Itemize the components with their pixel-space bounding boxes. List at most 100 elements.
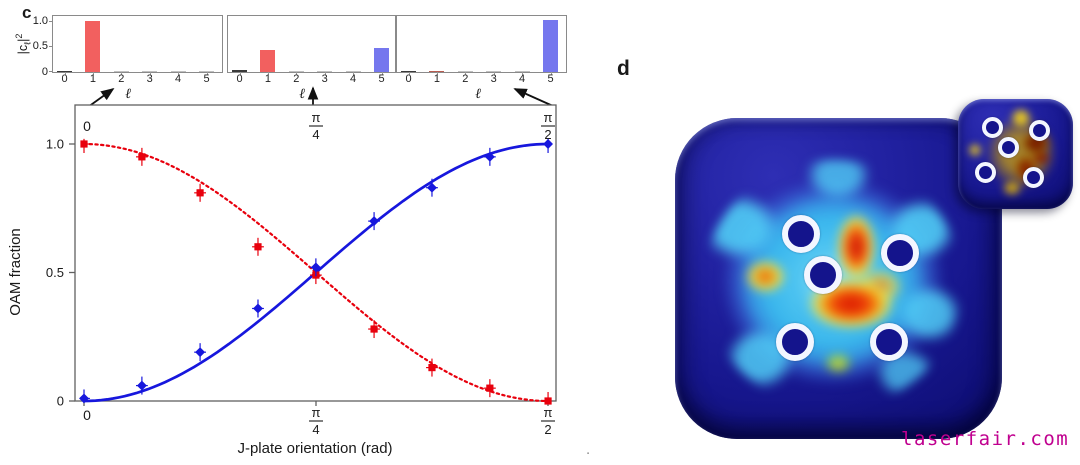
bar-l3 [486, 71, 502, 72]
oam-fraction-chart: 0 0.5 1.0 0 0 π 4 π 4 π 2 π 2 J-plate orientation (ra… [7, 104, 557, 457]
x-tick-label: 4 [175, 73, 182, 85]
bar-l0 [232, 70, 247, 72]
data-point-diamond [543, 139, 554, 149]
x-tick-label: 5 [378, 73, 385, 85]
x-tick-label: 2 [293, 73, 300, 85]
spectra-ytick-mark [49, 46, 53, 47]
x-tick-mark [353, 72, 355, 75]
top-axis-label-numerator: π [544, 110, 553, 125]
beam-intensity-image [675, 118, 1002, 439]
bar-l5 [374, 48, 389, 72]
x-tick-label: 0 [405, 73, 412, 85]
oam-spectrum-chart-0: 0 1 2 3 4 5 [52, 15, 223, 85]
x-tick-label: 3 [321, 73, 328, 85]
x-tick-mark [296, 72, 298, 75]
bar-l4 [170, 71, 186, 72]
ring-marker [1022, 166, 1044, 188]
x-tick-label: 2 [118, 73, 125, 85]
stray-dot: . [586, 441, 591, 458]
ring-marker [881, 234, 919, 272]
bar-l1 [260, 50, 276, 72]
ring-marker [1028, 119, 1050, 141]
x-tick-label-numerator: π [544, 405, 553, 420]
x-tick-mark [381, 72, 383, 75]
x-tick-mark [178, 72, 180, 75]
bar-l3 [317, 71, 333, 72]
x-tick-mark [493, 72, 495, 75]
x-tick-label-denominator: 4 [312, 422, 319, 437]
oam-spectrum-chart-pi4: 0 1 2 3 4 5 [227, 15, 396, 85]
x-tick-mark [206, 72, 208, 75]
top-axis-label-denominator: 2 [544, 127, 551, 142]
y-tick-label: 0 [57, 394, 64, 409]
x-tick-mark [408, 72, 410, 75]
data-point-square [138, 153, 146, 161]
ring-marker [997, 136, 1019, 158]
spectrum-x-axis-label-0: ℓ [125, 86, 131, 102]
spectra-ylabel-sup: 2 [14, 33, 24, 39]
x-tick-label-numerator: π [312, 405, 321, 420]
x-tick-label: 1 [264, 73, 271, 85]
x-tick-label: 0 [61, 73, 68, 85]
spectra-ytick-mark [49, 71, 53, 72]
x-tick-mark [324, 72, 326, 75]
bar-l4 [514, 71, 530, 72]
data-point-diamond [136, 380, 147, 391]
data-point-square [428, 363, 436, 372]
ring-marker [804, 256, 842, 294]
data-point-diamond [427, 182, 437, 193]
data-point-diamond [195, 347, 206, 358]
watermark-text: laserfair.com [901, 428, 1070, 450]
x-tick-label: 1 [433, 73, 440, 85]
x-tick-label: 4 [350, 73, 357, 85]
bar-l1 [85, 21, 101, 72]
bar-l2 [288, 71, 304, 72]
x-axis-title: J-plate orientation (rad) [237, 440, 392, 457]
x-tick-label: 0 [83, 407, 91, 423]
data-point-diamond [310, 262, 321, 273]
data-point-square [196, 189, 204, 197]
x-tick-label: 1 [89, 73, 96, 85]
x-tick-label: 3 [146, 73, 153, 85]
plot-frame [74, 104, 557, 402]
x-tick-mark [121, 72, 123, 75]
data-point-square [370, 325, 378, 333]
spectra-ytick-05: 0.5 [32, 40, 48, 52]
bar-l3 [142, 71, 158, 72]
ring-marker [870, 323, 908, 361]
ring-marker [782, 215, 820, 253]
top-axis-label-numerator: π [312, 110, 321, 125]
bar-l2 [457, 71, 473, 72]
data-point-diamond [253, 303, 263, 314]
ring-marker [981, 116, 1003, 138]
data-point-square [544, 397, 552, 405]
y-axis-title: OAM fraction [7, 228, 24, 316]
spectrum-x-axis-label-1: ℓ [299, 86, 305, 102]
x-tick-label-denominator: 2 [544, 422, 551, 437]
ring-marker [776, 323, 814, 361]
x-tick-mark [436, 72, 438, 75]
bar-l1 [429, 70, 445, 72]
bar-l0 [401, 70, 416, 72]
bar-l2 [113, 71, 129, 72]
x-tick-label: 3 [490, 73, 497, 85]
x-tick-mark [267, 72, 269, 75]
data-point-square [80, 140, 88, 148]
spectra-ytick-0: 0 [41, 66, 48, 78]
spectra-ytick-mark [49, 21, 53, 22]
x-tick-label: 0 [236, 73, 243, 85]
top-axis-label: 0 [83, 118, 91, 134]
x-tick-mark [149, 72, 151, 75]
x-tick-mark [522, 72, 524, 75]
panel-d-label: d [617, 57, 630, 80]
x-tick-mark [465, 72, 467, 75]
x-tick-mark [92, 72, 94, 75]
data-point-square [254, 243, 262, 251]
x-tick-label: 4 [519, 73, 526, 85]
bar-l5 [543, 20, 558, 72]
y-tick-label: 1.0 [46, 137, 64, 152]
top-axis-label-denominator: 4 [312, 127, 319, 142]
ring-marker [974, 161, 996, 183]
x-tick-mark [550, 72, 552, 75]
